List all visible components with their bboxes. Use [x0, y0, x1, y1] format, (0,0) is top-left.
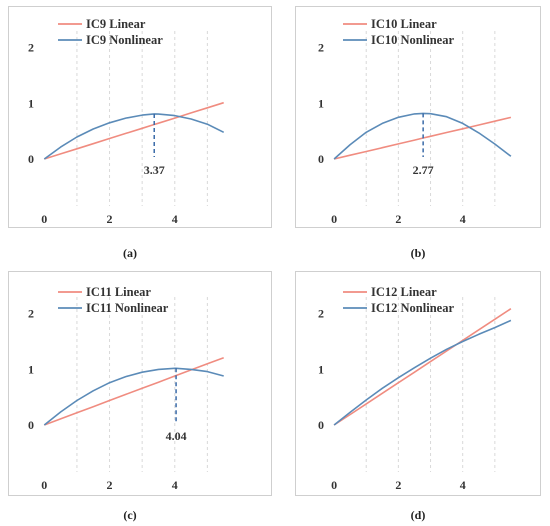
- x-tick-label: 2: [395, 212, 401, 226]
- x-tick-label: 4: [460, 212, 466, 226]
- legend-label-linear: IC11 Linear: [86, 285, 151, 299]
- chart-svg-a: 0 1 2 0 2 4 3.37 IC9 Linear IC9 Nonlinear: [8, 6, 272, 228]
- y-tick-label: 2: [318, 41, 324, 55]
- peak-marker-label: 2.77: [413, 163, 434, 177]
- legend-label-linear: IC12 Linear: [371, 285, 437, 299]
- chart-frame-c: [8, 271, 272, 496]
- y-tick-label: 1: [28, 96, 34, 110]
- x-tick-label: 4: [172, 478, 178, 492]
- peak-marker-label: 3.37: [144, 163, 165, 177]
- chart-panel-d: 0 1 2 0 2 4 IC12 Linear IC12 Nonlinear: [295, 271, 541, 496]
- x-tick-label: 2: [107, 478, 113, 492]
- series-line-linear: [44, 101, 224, 160]
- y-tick-label: 2: [318, 307, 324, 321]
- x-tick-label: 4: [172, 212, 178, 226]
- legend-label-linear: IC9 Linear: [86, 17, 146, 31]
- legend-label-nonlinear: IC9 Nonlinear: [86, 33, 163, 47]
- chart-svg-b: 0 1 2 0 2 4 2.77 IC10 Linear IC10 Nonlinear: [295, 6, 541, 228]
- series-line-nonlinear: [43, 367, 224, 426]
- x-tick-label: 0: [331, 478, 337, 492]
- y-tick-label: 2: [28, 307, 34, 321]
- series-line-nonlinear: [43, 113, 225, 160]
- caption-c: (c): [123, 508, 137, 522]
- y-tick-label: 0: [318, 152, 324, 166]
- x-tick-label: 0: [331, 212, 337, 226]
- chart-frame-b: [295, 6, 541, 228]
- x-tick-label: 2: [107, 212, 113, 226]
- legend-label-linear: IC10 Linear: [371, 17, 437, 31]
- x-tick-label: 4: [460, 478, 466, 492]
- chart-frame-d: [295, 271, 541, 496]
- caption-d: (d): [410, 508, 426, 522]
- caption-a: (a): [123, 246, 137, 260]
- chart-frame-a: [8, 6, 272, 228]
- chart-panel-a: 0 1 2 0 2 4 3.37 IC9 Linear IC9 Nonlinear: [8, 6, 272, 228]
- series-line-linear: [44, 356, 224, 426]
- chart-panel-c: 0 1 2 0 2 4 4.04 IC11 Linear IC11 Nonlinear: [8, 271, 272, 496]
- y-tick-label: 1: [28, 362, 34, 376]
- caption-b: (b): [410, 246, 426, 260]
- y-tick-label: 2: [28, 41, 34, 55]
- legend-label-nonlinear: IC10 Nonlinear: [371, 33, 454, 47]
- series-line-linear: [333, 308, 512, 426]
- chart-panel-b: 0 1 2 0 2 4 2.77 IC10 Linear IC10 Nonlinear: [295, 6, 541, 228]
- x-tick-label: 0: [41, 212, 47, 226]
- x-tick-label: 0: [41, 478, 47, 492]
- y-tick-label: 1: [318, 96, 324, 110]
- y-tick-label: 0: [318, 418, 324, 432]
- series-line-nonlinear: [333, 319, 512, 426]
- peak-marker-label: 4.04: [166, 429, 187, 443]
- legend-label-nonlinear: IC11 Nonlinear: [86, 301, 169, 315]
- chart-svg-c: 0 1 2 0 2 4 4.04 IC11 Linear IC11 Nonlinear: [8, 271, 272, 496]
- chart-svg-d: 0 1 2 0 2 4 IC12 Linear IC12 Nonlinear: [295, 271, 541, 496]
- legend-label-nonlinear: IC12 Nonlinear: [371, 301, 454, 315]
- y-tick-label: 0: [28, 418, 34, 432]
- y-tick-label: 1: [318, 362, 324, 376]
- y-tick-label: 0: [28, 152, 34, 166]
- x-tick-label: 2: [395, 478, 401, 492]
